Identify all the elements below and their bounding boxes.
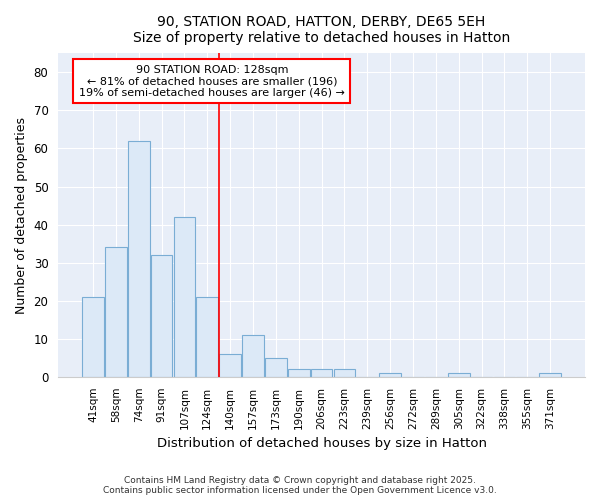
Bar (242, 335, 264, 377)
Bar (151, 255, 172, 377)
Bar (311, 369, 332, 377)
Bar (105, 248, 127, 377)
Title: 90, STATION ROAD, HATTON, DERBY, DE65 5EH
Size of property relative to detached : 90, STATION ROAD, HATTON, DERBY, DE65 5E… (133, 15, 510, 45)
Text: 90 STATION ROAD: 128sqm
← 81% of detached houses are smaller (196)
19% of semi-d: 90 STATION ROAD: 128sqm ← 81% of detache… (79, 64, 345, 98)
Bar (379, 373, 401, 377)
Bar (173, 217, 195, 377)
Text: Contains HM Land Registry data © Crown copyright and database right 2025.
Contai: Contains HM Land Registry data © Crown c… (103, 476, 497, 495)
Bar (334, 369, 355, 377)
Bar (448, 373, 470, 377)
Bar (196, 297, 218, 377)
Bar (128, 141, 149, 377)
Y-axis label: Number of detached properties: Number of detached properties (15, 116, 28, 314)
Bar (539, 373, 561, 377)
Bar (288, 369, 310, 377)
Bar (265, 358, 287, 377)
Bar (219, 354, 241, 377)
Bar (82, 297, 104, 377)
X-axis label: Distribution of detached houses by size in Hatton: Distribution of detached houses by size … (157, 437, 487, 450)
